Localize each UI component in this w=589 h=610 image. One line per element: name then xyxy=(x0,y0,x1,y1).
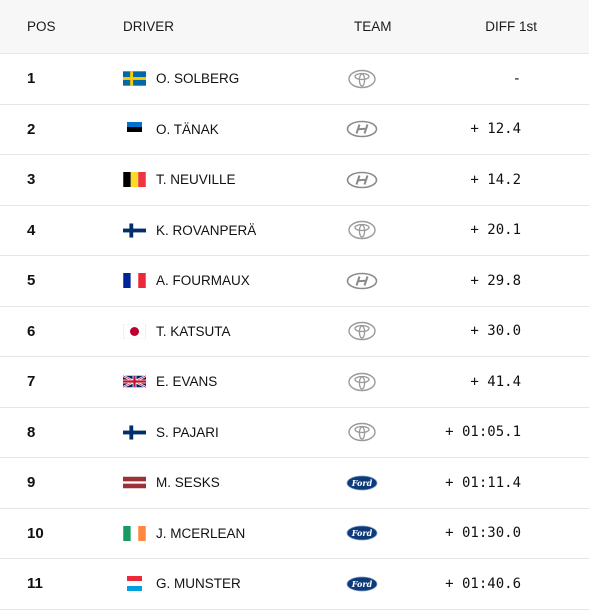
position: 11 xyxy=(27,575,43,593)
ford-logo-icon: Ford xyxy=(346,458,378,508)
table-row[interactable]: 2 O. TÄNAK + 12.4 xyxy=(0,105,589,155)
table-row[interactable]: 9 M. SESKS Ford + 01:11.4 xyxy=(0,458,589,509)
driver-name[interactable]: G. MUNSTER xyxy=(156,576,241,592)
finland-flag-icon xyxy=(123,223,146,238)
ford-logo-icon: Ford xyxy=(346,559,378,609)
driver-cell: T. KATSUTA xyxy=(123,307,231,357)
diff-value: + 14.2 xyxy=(470,171,521,188)
table-row[interactable]: 1 O. SOLBERG - xyxy=(0,54,589,105)
driver-name[interactable]: T. KATSUTA xyxy=(156,323,231,339)
svg-text:Ford: Ford xyxy=(351,579,373,589)
toyota-logo-icon xyxy=(346,408,378,458)
france-flag-icon xyxy=(123,273,146,289)
table-row[interactable]: 4 K. ROVANPERÄ + 20.1 xyxy=(0,206,589,256)
japan-flag-icon xyxy=(123,323,146,339)
driver-cell: E. EVANS xyxy=(123,357,217,407)
diff-value: + 01:30.0 xyxy=(445,525,521,542)
finland-flag-icon xyxy=(123,425,146,440)
header-driver: DRIVER xyxy=(123,19,175,34)
position: 10 xyxy=(27,524,44,542)
driver-cell: M. SESKS xyxy=(123,458,220,508)
table-row[interactable]: 10 J. MCERLEAN Ford + 01:30.0 xyxy=(0,509,589,559)
position: 2 xyxy=(27,120,36,138)
ireland-flag-icon xyxy=(123,525,146,541)
diff-value: + 41.4 xyxy=(470,373,521,390)
toyota-logo-icon xyxy=(346,206,378,256)
diff-value: + 12.4 xyxy=(470,121,521,138)
uk-flag-icon xyxy=(123,374,146,389)
svg-text:Ford: Ford xyxy=(351,528,373,538)
driver-name[interactable]: E. EVANS xyxy=(156,374,218,390)
driver-name[interactable]: O. TÄNAK xyxy=(156,121,219,137)
position: 1 xyxy=(27,70,36,88)
header-team: TEAM xyxy=(354,19,392,34)
position: 8 xyxy=(27,423,36,441)
ford-logo-icon: Ford xyxy=(346,509,378,559)
sweden-flag-icon xyxy=(123,71,146,86)
table-row[interactable]: 6 T. KATSUTA + 30.0 xyxy=(0,307,589,357)
table-row[interactable]: 3 T. NEUVILLE + 14.2 xyxy=(0,155,589,206)
driver-name[interactable]: T. NEUVILLE xyxy=(156,172,236,188)
position: 9 xyxy=(27,474,36,492)
driver-name[interactable]: J. MCERLEAN xyxy=(156,525,246,541)
header-pos: POS xyxy=(27,19,56,34)
driver-cell: S. PAJARI xyxy=(123,408,219,458)
driver-name[interactable]: S. PAJARI xyxy=(156,424,219,440)
driver-name[interactable]: O. SOLBERG xyxy=(156,71,240,87)
header-diff: DIFF 1st xyxy=(485,19,537,34)
position: 7 xyxy=(27,373,36,391)
belgium-flag-icon xyxy=(123,172,146,188)
latvia-flag-icon xyxy=(123,475,146,490)
toyota-logo-icon xyxy=(346,357,378,407)
table-row[interactable]: 8 S. PAJARI + 01:05.1 xyxy=(0,408,589,458)
hyundai-logo-icon xyxy=(346,105,378,155)
toyota-logo-icon xyxy=(346,307,378,357)
driver-cell: J. MCERLEAN xyxy=(123,509,245,559)
driver-cell: O. SOLBERG xyxy=(123,54,239,104)
diff-value: + 01:11.4 xyxy=(445,474,521,491)
table-row[interactable]: 11 G. MUNSTER Ford + 01:40.6 xyxy=(0,559,589,610)
driver-cell: G. MUNSTER xyxy=(123,559,241,609)
driver-name[interactable]: A. FOURMAUX xyxy=(156,273,250,289)
position: 4 xyxy=(27,221,36,239)
driver-cell: O. TÄNAK xyxy=(123,105,219,155)
diff-value: + 29.8 xyxy=(470,272,521,289)
driver-cell: K. ROVANPERÄ xyxy=(123,206,256,256)
driver-name[interactable]: M. SESKS xyxy=(156,475,220,491)
table-body: 1 O. SOLBERG - 2 O. TÄNAK + 12.4 3 T. NEUVILLE +… xyxy=(0,54,589,610)
table-header: POS DRIVER TEAM DIFF 1st xyxy=(0,0,589,54)
diff-value: + 01:40.6 xyxy=(445,575,521,592)
diff-value: + 30.0 xyxy=(470,323,521,340)
diff-value: + 01:05.1 xyxy=(445,424,521,441)
position: 6 xyxy=(27,322,36,340)
table-row[interactable]: 7 E. EVANS + 41.4 xyxy=(0,357,589,408)
estonia-flag-icon xyxy=(123,121,146,137)
toyota-logo-icon xyxy=(346,54,378,104)
position: 3 xyxy=(27,171,36,189)
position: 5 xyxy=(27,272,36,290)
diff-value: - xyxy=(512,70,521,87)
hyundai-logo-icon xyxy=(346,256,378,306)
luxembourg-flag-icon xyxy=(123,576,146,592)
table-row[interactable]: 5 A. FOURMAUX + 29.8 xyxy=(0,256,589,307)
hyundai-logo-icon xyxy=(346,155,378,205)
svg-text:Ford: Ford xyxy=(351,478,373,488)
driver-cell: A. FOURMAUX xyxy=(123,256,250,306)
diff-value: + 20.1 xyxy=(470,222,521,239)
driver-name[interactable]: K. ROVANPERÄ xyxy=(156,222,257,238)
driver-cell: T. NEUVILLE xyxy=(123,155,236,205)
